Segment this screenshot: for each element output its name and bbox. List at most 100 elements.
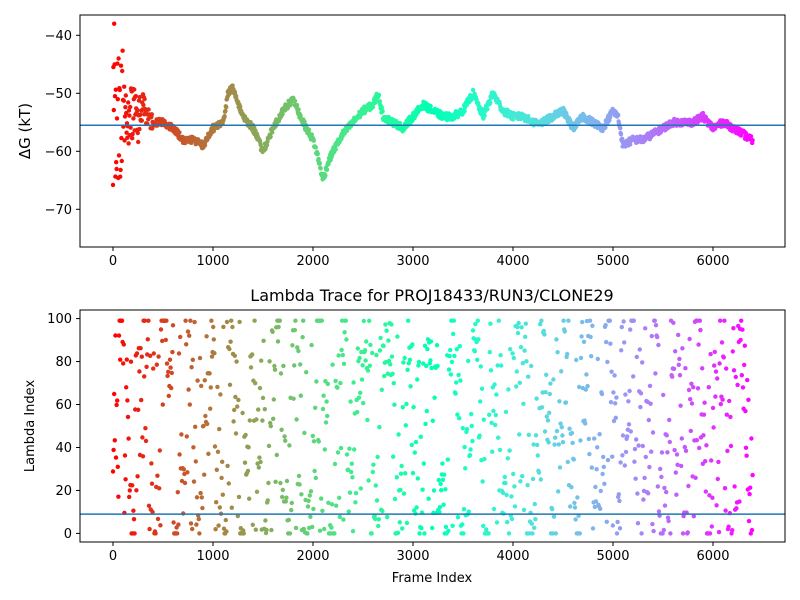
- lambda-point: [353, 491, 359, 496]
- y-tick-label: −50: [45, 87, 72, 102]
- lambda-point: [175, 490, 180, 495]
- lambda-point: [628, 327, 633, 332]
- dg-point: [123, 105, 128, 110]
- lambda-point: [419, 525, 424, 531]
- dg-point: [124, 130, 129, 135]
- lambda-point: [445, 457, 450, 462]
- lambda-point: [234, 359, 239, 364]
- lambda-point: [235, 404, 240, 409]
- lambda-point: [143, 426, 148, 431]
- lambda-point: [260, 418, 265, 423]
- lambda-point: [740, 327, 745, 332]
- lambda-point: [698, 327, 703, 333]
- dg-point: [110, 182, 116, 188]
- lambda-point: [329, 525, 334, 530]
- lambda-point: [225, 463, 230, 469]
- dg-point: [114, 166, 119, 172]
- lambda-point: [374, 498, 380, 503]
- lambda-point: [348, 399, 353, 404]
- lambda-point: [349, 461, 354, 466]
- lambda-point: [554, 428, 560, 434]
- x-tick-label: 3000: [396, 254, 429, 269]
- lambda-point: [313, 475, 318, 481]
- lambda-point: [373, 516, 378, 522]
- lambda-point: [715, 376, 720, 381]
- lambda-point: [516, 320, 521, 326]
- dg-point: [482, 113, 487, 118]
- lambda-point: [226, 481, 231, 486]
- lambda-point: [260, 395, 266, 401]
- dg-point: [608, 114, 613, 120]
- lambda-point: [115, 464, 121, 469]
- dg-point: [132, 87, 137, 92]
- lambda-point: [650, 521, 655, 527]
- lambda-point: [202, 472, 207, 477]
- lambda-point: [739, 318, 744, 323]
- lambda-point: [607, 318, 612, 323]
- lambda-point: [205, 421, 210, 427]
- lambda-point: [703, 489, 708, 494]
- lambda-point: [364, 339, 369, 344]
- lambda-point: [167, 357, 173, 362]
- dg-point: [380, 109, 385, 114]
- lambda-point: [191, 479, 197, 484]
- y-tick-label: 100: [47, 312, 72, 327]
- lambda-point: [547, 410, 552, 415]
- lambda-point: [598, 506, 603, 511]
- lambda-point: [271, 397, 276, 402]
- lambda-point: [668, 531, 673, 536]
- lambda-point: [723, 508, 728, 513]
- lambda-point: [361, 400, 366, 406]
- lambda-point: [611, 418, 617, 424]
- lambda-point: [219, 475, 224, 481]
- lambda-point: [428, 339, 434, 344]
- lambda-point: [335, 450, 341, 455]
- lambda-point: [492, 382, 497, 387]
- lambda-point: [357, 355, 362, 361]
- lambda-point: [730, 528, 735, 533]
- lambda-point: [283, 438, 288, 443]
- lambda-point: [231, 419, 236, 424]
- lambda-point: [369, 531, 374, 536]
- lambda-point: [742, 362, 747, 368]
- lambda-point: [356, 395, 362, 400]
- lambda-point: [670, 374, 675, 379]
- lambda-point: [223, 517, 228, 523]
- lambda-point: [583, 421, 588, 426]
- lambda-point: [567, 426, 572, 431]
- lambda-point: [211, 324, 216, 330]
- lambda-point: [155, 516, 161, 522]
- lambda-point: [626, 422, 632, 427]
- lambda-point: [509, 494, 514, 499]
- lambda-point: [257, 385, 263, 391]
- lambda-point: [568, 504, 573, 509]
- lambda-point: [368, 342, 373, 348]
- lambda-point: [212, 351, 217, 356]
- lambda-point: [358, 486, 363, 491]
- lambda-point: [229, 318, 234, 323]
- lambda-point: [662, 503, 668, 508]
- lambda-point: [392, 496, 398, 502]
- lambda-point: [478, 399, 483, 404]
- dg-point: [370, 104, 376, 110]
- lambda-point: [170, 323, 176, 328]
- lambda-point: [715, 476, 720, 482]
- dg-point: [316, 156, 321, 162]
- dg-point: [120, 48, 125, 53]
- lambda-point: [235, 513, 240, 519]
- lambda-point: [439, 488, 444, 493]
- dg-point: [126, 100, 131, 105]
- lambda-point: [511, 471, 516, 477]
- lambda-point: [572, 505, 578, 510]
- dg-point: [137, 94, 142, 100]
- lambda-point: [599, 391, 605, 397]
- lambda-point: [228, 339, 233, 344]
- lambda-point: [194, 522, 199, 527]
- lambda-point: [632, 459, 637, 464]
- lambda-point: [118, 357, 123, 362]
- lambda-point: [640, 443, 645, 449]
- lambda-point: [612, 373, 617, 378]
- lambda-point: [422, 343, 428, 348]
- lambda-point: [363, 358, 368, 363]
- lambda-point: [431, 488, 437, 493]
